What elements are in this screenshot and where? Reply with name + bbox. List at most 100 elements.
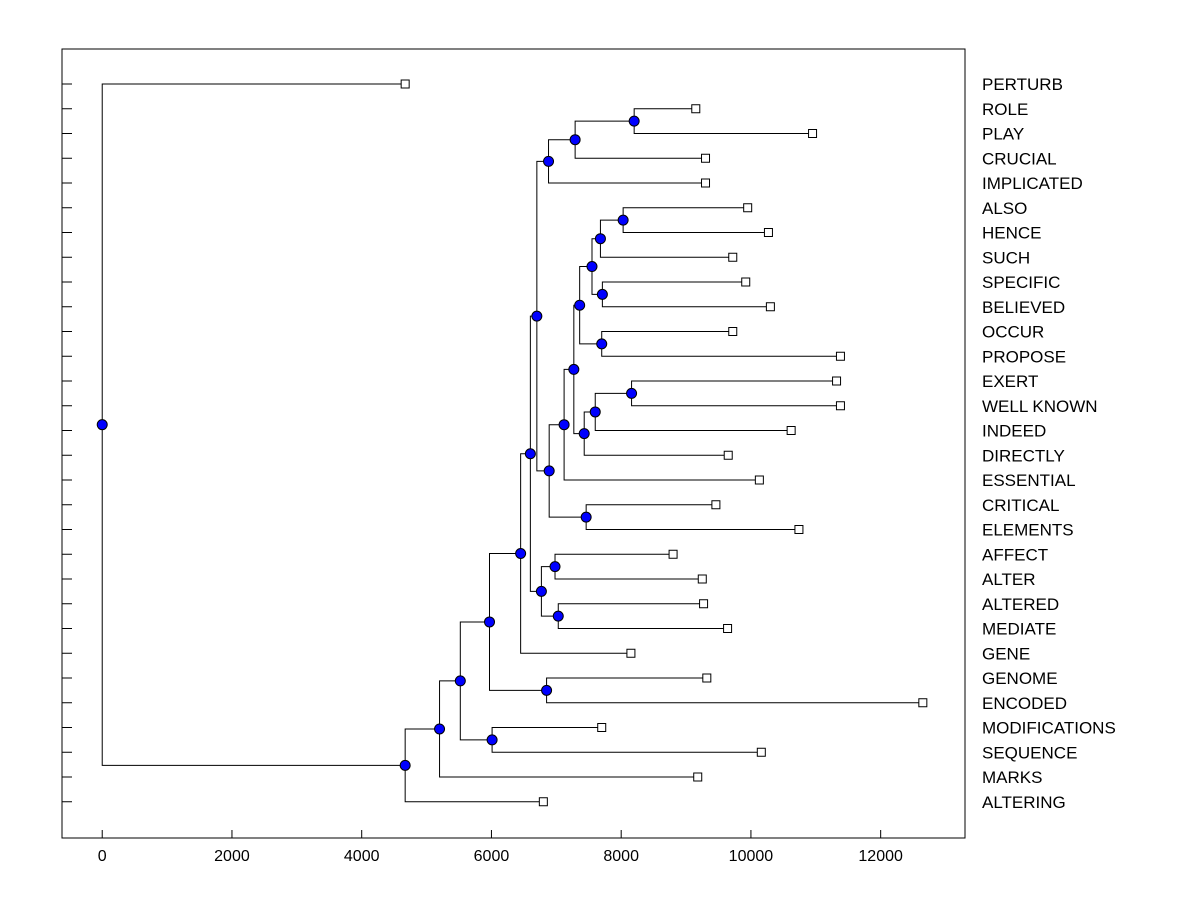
merge-node [617, 214, 629, 226]
leaf-label-encoded: ENCODED [982, 694, 1067, 713]
leaf-label-propose: PROPOSE [982, 347, 1066, 366]
leaf-marker-affect [668, 549, 678, 559]
leaf-marker-crucial [701, 153, 711, 163]
merge-node [596, 288, 608, 300]
leaf-label-directly: DIRECTLY [982, 446, 1065, 465]
branch-line [459, 680, 493, 741]
branch-line [529, 453, 542, 592]
leaf-marker-hence [763, 228, 773, 237]
branch-line [574, 139, 706, 159]
branch-line [101, 424, 406, 766]
branch-line [488, 621, 547, 691]
branch-line [488, 553, 521, 622]
merge-node [552, 610, 564, 622]
plot-frame [61, 48, 966, 839]
leaf-label-marks: MARKS [982, 768, 1042, 787]
branch-line [546, 677, 707, 691]
leaf-label-affect: AFFECT [982, 545, 1048, 564]
merge-node [626, 387, 638, 399]
leaf-label-critical: CRITICAL [982, 496, 1059, 515]
merge-node [543, 465, 555, 477]
branch-line [557, 616, 728, 629]
leaf-marker-specific [741, 277, 751, 287]
branch-line [585, 517, 799, 530]
leaf-marker-modifications [597, 723, 607, 732]
leaf-label-alter: ALTER [982, 570, 1036, 589]
merge-node [578, 428, 590, 440]
leaf-label-essential: ESSENTIAL [982, 471, 1076, 490]
leaf-marker-gene [626, 648, 636, 658]
leaf-label-layer: PERTURB ROLE PLAY CRUCIAL IMPLICATED ALSO HENC… [982, 75, 1116, 812]
leaf-marker-also [743, 203, 753, 213]
merge-node [596, 338, 608, 350]
leaf-marker-role [691, 104, 701, 114]
branch-line [439, 680, 461, 729]
x-tick-label: 12000 [858, 848, 903, 865]
branch-line [536, 160, 549, 317]
leaf-label-play: PLAY [982, 125, 1024, 144]
leaf-marker-sequence [756, 747, 766, 757]
branch-line [573, 304, 580, 370]
leaf-marker-encoded [918, 698, 928, 708]
leaf-marker-alter [697, 574, 707, 584]
branch-line [631, 380, 837, 394]
leaf-label-specific: SPECIFIC [982, 273, 1060, 292]
leaf-marker-believed [765, 302, 775, 312]
leaf-label-altered: ALTERED [982, 595, 1059, 614]
leaf-label-implicated: IMPLICATED [982, 174, 1083, 193]
branch-line [536, 316, 550, 472]
node-layer [96, 79, 928, 807]
x-tick-label: 8000 [603, 848, 639, 865]
merge-node [434, 723, 446, 735]
branch-line [404, 728, 440, 766]
leaf-marker-elements [794, 525, 804, 534]
leaf-label-occur: OCCUR [982, 323, 1044, 342]
leaf-tick-layer [62, 83, 72, 803]
leaf-marker-implicated [701, 178, 711, 188]
branch-line [101, 83, 406, 425]
merge-node [515, 548, 527, 560]
merge-node [558, 419, 570, 431]
leaf-label-well-known: WELL KNOWN [982, 397, 1098, 416]
branch-line [491, 739, 762, 753]
leaf-marker-essential [754, 475, 764, 485]
merge-node [524, 448, 536, 460]
leaf-marker-occur [728, 327, 738, 336]
merge-node [483, 616, 495, 628]
branch-line [546, 690, 923, 704]
leaf-label-gene: GENE [982, 644, 1030, 663]
branch-line [601, 343, 841, 357]
branch-line [583, 433, 729, 456]
branch-line [574, 120, 635, 140]
branch-line [491, 727, 602, 740]
branch-line [563, 424, 760, 481]
leaf-marker-perturb [400, 79, 410, 89]
merge-node [543, 155, 555, 167]
branch-line [540, 591, 559, 617]
branch-line [631, 393, 841, 407]
merge-node [580, 511, 592, 523]
leaf-label-sequence: SEQUENCE [982, 743, 1077, 762]
merge-node [535, 585, 547, 597]
leaf-label-elements: ELEMENTS [982, 521, 1074, 540]
merge-node [589, 406, 601, 418]
merge-node [569, 134, 581, 146]
x-tick-label: 10000 [729, 848, 774, 865]
branch-line [563, 368, 574, 425]
leaf-label-believed: BELIEVED [982, 298, 1065, 317]
leaf-label-modifications: MODIFICATIONS [982, 719, 1116, 738]
leaf-marker-propose [835, 351, 845, 361]
branch-line [599, 219, 624, 239]
merge-node [549, 561, 561, 573]
leaf-label-crucial: CRUCIAL [982, 149, 1057, 168]
merge-node [486, 734, 498, 746]
leaf-marker-mediate [723, 624, 733, 633]
leaf-marker-altered [699, 599, 709, 609]
merge-node [541, 684, 553, 696]
leaf-label-genome: GENOME [982, 669, 1058, 688]
branch-line [554, 553, 674, 567]
branch-line [585, 504, 716, 518]
branch-line [404, 765, 544, 803]
leaf-marker-play [808, 129, 818, 138]
branch-line [601, 331, 733, 344]
